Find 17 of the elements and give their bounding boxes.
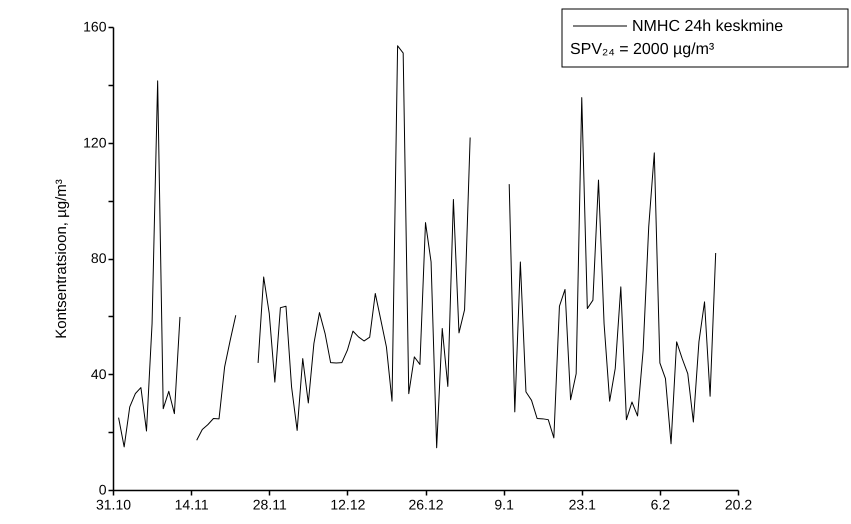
y-tick-label: 0 bbox=[98, 482, 107, 498]
y-tick-label: 120 bbox=[83, 134, 107, 150]
x-tick-label: 23.1 bbox=[568, 496, 596, 512]
x-tick-label: 6.2 bbox=[650, 496, 670, 512]
y-axis-title: Kontsentratsioon, µg/m³ bbox=[53, 179, 70, 339]
x-tick-label: 28.11 bbox=[252, 496, 287, 512]
y-tick-label: 160 bbox=[83, 18, 107, 34]
x-tick-label: 31.10 bbox=[96, 496, 132, 512]
y-tick-label: 40 bbox=[90, 366, 107, 382]
x-tick-label: 12.12 bbox=[330, 496, 366, 512]
x-tick-label: 14.11 bbox=[174, 496, 209, 512]
legend-label: NMHC 24h keskmine bbox=[632, 18, 784, 35]
x-tick-label: 20.2 bbox=[724, 496, 752, 512]
annotation: SPV₂₄ = 2000 µg/m³ bbox=[570, 41, 715, 58]
y-tick-label: 80 bbox=[90, 250, 107, 266]
x-tick-label: 26.12 bbox=[408, 496, 444, 512]
x-tick-label: 9.1 bbox=[494, 496, 514, 512]
